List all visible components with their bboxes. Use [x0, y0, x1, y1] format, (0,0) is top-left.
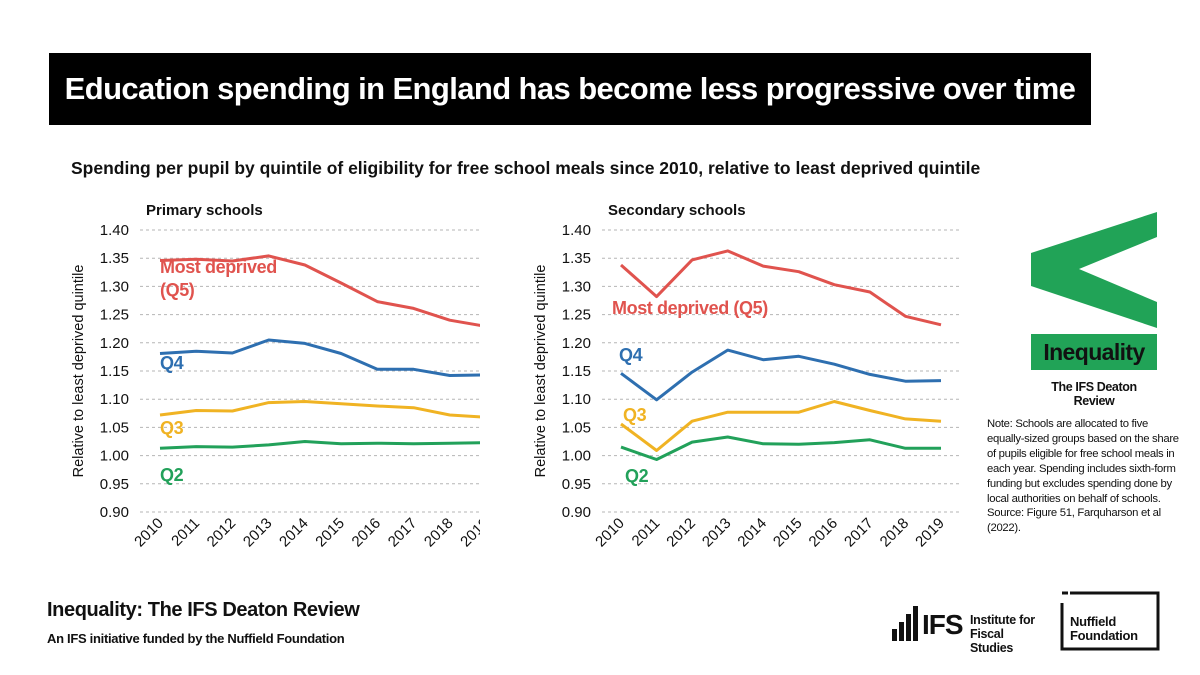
series-line-q4 — [159, 338, 480, 377]
x-tick-label: 2015 — [312, 515, 348, 551]
series-label: Most deprived (Q5) — [612, 298, 768, 318]
y-tick-label: 1.00 — [562, 448, 591, 465]
y-axis-label: Relative to least deprived quintile — [533, 265, 549, 478]
x-tick-label: 2012 — [204, 515, 240, 551]
inequality-chevron-logo-icon — [1031, 212, 1157, 328]
series-line-q3 — [620, 400, 942, 452]
footer-subtitle: An IFS initiative funded by the Nuffield… — [47, 631, 345, 646]
x-tick-label: 2018 — [877, 515, 913, 551]
y-tick-label: 1.25 — [100, 307, 129, 324]
series-line-q2 — [620, 435, 941, 461]
y-tick-label: 1.20 — [100, 335, 129, 352]
series-label: Q4 — [160, 353, 184, 373]
primary-schools-chart: Primary schools 0.90 0.95 1.00 1.05 1.10 1.15 1… — [71, 202, 480, 551]
deaton-review-label: The IFS Deaton Review — [1051, 380, 1137, 408]
nuffield-name-line-2: Foundation — [1070, 628, 1138, 643]
y-tick-label: 1.30 — [562, 278, 591, 295]
nuffield-name: Nuffield Foundation — [1070, 615, 1138, 643]
nuffield-name-line-1: Nuffield — [1070, 614, 1116, 629]
nuffield-frame-icon — [1060, 591, 1160, 651]
x-tick-label: 2018 — [421, 515, 457, 551]
y-tick-label: 1.30 — [100, 278, 129, 295]
title-banner: Education spending in England has become… — [49, 53, 1091, 125]
series-line-q2 — [159, 440, 480, 450]
x-tick-label: 2016 — [806, 515, 842, 551]
y-tick-label: 1.25 — [562, 307, 591, 324]
x-tick-label: 2011 — [168, 515, 203, 550]
x-tick-label: 2014 — [734, 515, 770, 551]
x-tick-label: 2016 — [349, 515, 385, 551]
y-tick-label: 1.20 — [562, 335, 591, 352]
y-tick-label: 0.90 — [100, 504, 129, 521]
footer-title: Inequality: The IFS Deaton Review — [47, 599, 360, 621]
y-tick-label: 0.90 — [562, 504, 591, 521]
x-tick-label: 2010 — [592, 515, 628, 551]
y-tick-label: 1.15 — [100, 363, 129, 380]
panel-title: Primary schools — [146, 202, 263, 219]
x-tick-label: 2013 — [699, 515, 735, 551]
x-tick-label: 2015 — [770, 515, 806, 551]
y-tick-label: 1.35 — [100, 250, 129, 267]
y-tick-label: 1.40 — [562, 222, 591, 239]
secondary-schools-chart: Secondary schools 0.90 0.95 1.00 1.05 1.10 1.1… — [533, 202, 962, 551]
ifs-full-name: Institute for Fiscal Studies — [970, 613, 1044, 655]
ifs-abbreviation: IFS — [922, 609, 964, 640]
x-tick-label: 2011 — [629, 515, 664, 550]
y-tick-label: 1.40 — [100, 222, 129, 239]
ifs-name-line-1: Institute for — [970, 613, 1035, 627]
ifs-bars-icon — [892, 606, 918, 641]
series-label: Q2 — [160, 465, 184, 485]
y-tick-label: 1.00 — [100, 448, 129, 465]
y-tick-label: 1.15 — [562, 363, 591, 380]
chart-subtitle: Spending per pupil by quintile of eligib… — [71, 158, 981, 178]
y-tick-label: 1.10 — [100, 391, 129, 408]
y-tick-label: 0.95 — [562, 476, 591, 493]
ifs-name-line-2: Fiscal Studies — [970, 627, 1014, 655]
page-title: Education spending in England has become… — [64, 71, 1076, 106]
x-tick-label: 2010 — [131, 515, 167, 551]
series-label: Q3 — [623, 405, 647, 425]
series-line-most-deprived-q5- — [159, 254, 480, 327]
x-tick-label: 2017 — [841, 515, 877, 551]
ifs-logo: IFS Institute for Fiscal Studies — [892, 603, 1044, 655]
panel-title: Secondary schools — [608, 202, 746, 219]
series-line-q3 — [159, 400, 480, 419]
y-tick-label: 0.95 — [100, 476, 129, 493]
x-tick-label: 2014 — [276, 515, 312, 551]
series-label: (Q5) — [160, 280, 195, 300]
x-tick-label: 2019 — [457, 515, 480, 551]
nuffield-foundation-logo: Nuffield Foundation — [1060, 591, 1160, 651]
series-label: Q4 — [619, 345, 643, 365]
x-tick-label: 2017 — [385, 515, 421, 551]
inequality-logo-label: Inequality — [1031, 334, 1157, 370]
series-line-most-deprived-q5- — [620, 249, 942, 327]
series-label: Q3 — [160, 418, 184, 438]
x-tick-label: 2012 — [663, 515, 699, 551]
y-tick-label: 1.35 — [562, 250, 591, 267]
series-label: Q2 — [625, 466, 649, 486]
y-tick-label: 1.10 — [562, 391, 591, 408]
chart-note: Note: Schools are allocated to five equa… — [987, 418, 1179, 535]
series-label: Most deprived — [160, 257, 277, 277]
series-line-q4 — [620, 348, 942, 402]
y-tick-label: 1.05 — [562, 419, 591, 436]
y-tick-label: 1.05 — [100, 419, 129, 436]
x-tick-label: 2013 — [240, 515, 276, 551]
y-axis-label: Relative to least deprived quintile — [71, 265, 87, 478]
x-tick-label: 2019 — [912, 515, 948, 551]
